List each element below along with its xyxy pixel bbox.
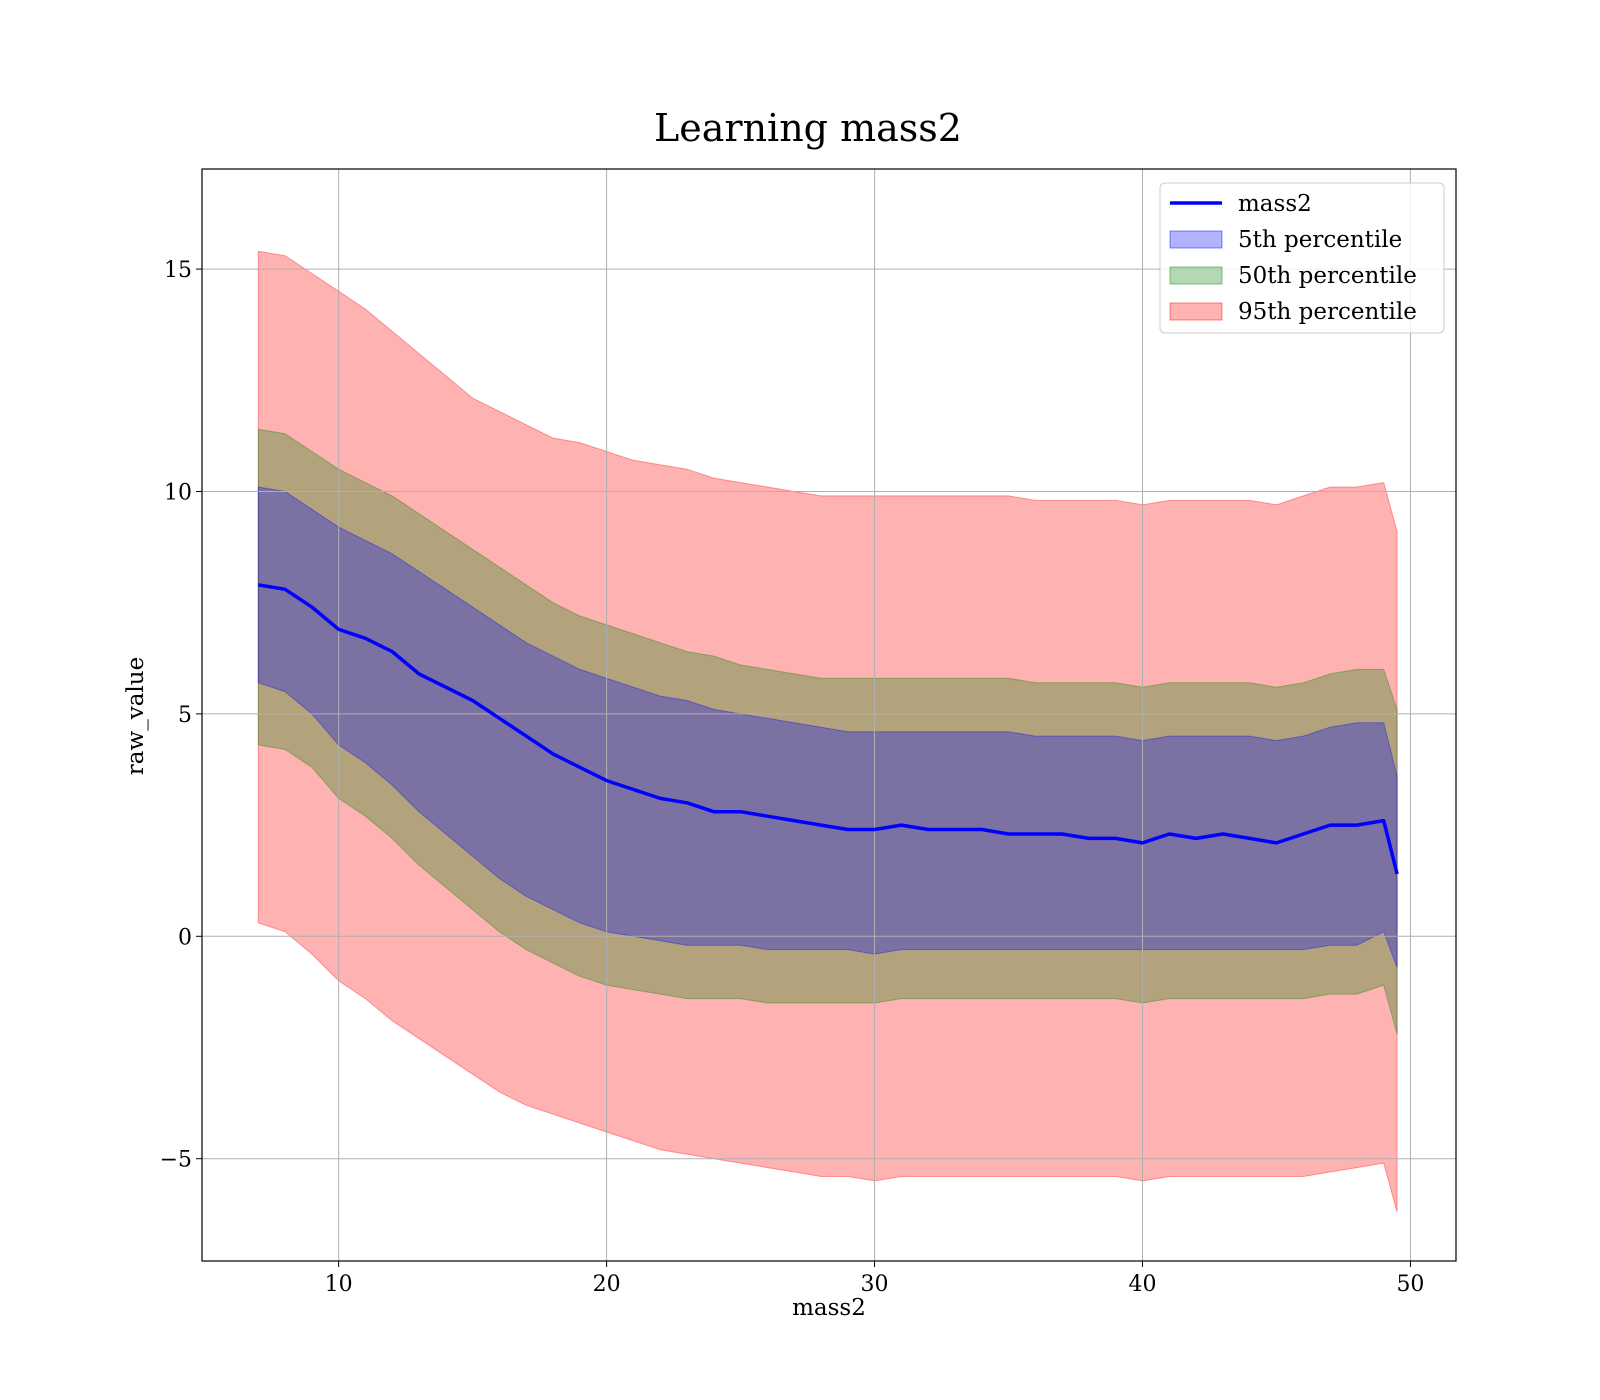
x-tick-label: 30 — [861, 1272, 889, 1297]
legend-label: mass2 — [1238, 191, 1312, 217]
y-tick-label: 15 — [164, 258, 192, 283]
y-tick-label: 0 — [178, 925, 192, 950]
series-line-mass2 — [258, 583, 1399, 875]
grid-lines — [202, 169, 1456, 1261]
x-axis-label: mass2 — [792, 1295, 866, 1321]
x-axis-ticks: 10 20 30 40 50 — [325, 1261, 1424, 1297]
legend-label: 50th percentile — [1238, 263, 1417, 289]
legend-swatch — [1169, 230, 1223, 249]
legend-box — [1159, 182, 1445, 334]
band-5th-percentile — [257, 486, 1398, 968]
plot-frame — [201, 168, 1457, 1262]
x-tick-label: 50 — [1396, 1272, 1424, 1297]
y-axis-ticks: −5 0 5 10 15 — [160, 258, 202, 1173]
percentile-bands — [257, 250, 1398, 1213]
legend: mass2 5th percentile 50th percentile 95th p… — [1159, 182, 1445, 334]
series-lines — [258, 583, 1399, 875]
legend-swatch — [1169, 266, 1223, 285]
chart-title: Learning mass2 — [654, 106, 962, 150]
x-tick-label: 10 — [325, 1272, 353, 1297]
y-axis-label: raw_value — [123, 657, 149, 775]
y-tick-label: 10 — [164, 480, 192, 505]
legend-label: 95th percentile — [1238, 299, 1417, 325]
y-tick-label: 5 — [178, 703, 192, 728]
legend-label: 5th percentile — [1238, 227, 1402, 253]
band-50th-percentile — [257, 428, 1398, 1035]
x-tick-label: 40 — [1129, 1272, 1157, 1297]
x-tick-label: 20 — [593, 1272, 621, 1297]
y-tick-label: −5 — [160, 1148, 192, 1173]
legend-swatch — [1169, 302, 1223, 321]
